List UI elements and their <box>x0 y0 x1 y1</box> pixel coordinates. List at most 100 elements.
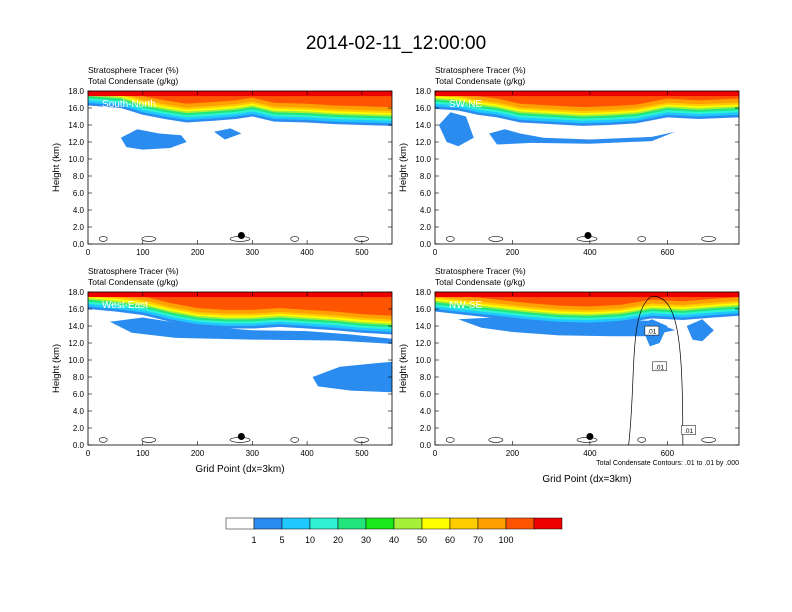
location-marker <box>237 433 245 440</box>
x-tick-label: 0 <box>433 248 438 257</box>
panel-label: South-North <box>102 99 156 110</box>
x-tick-label: 300 <box>246 248 260 257</box>
x-axis-label: Grid Point (dx=3km) <box>542 474 631 485</box>
colorbar-swatch <box>253 517 283 530</box>
panel-frame <box>87 291 393 446</box>
x-tick-label: 200 <box>506 248 520 257</box>
y-tick-label: 6.0 <box>73 390 85 399</box>
panel-subtitle-condensate: Total Condensate (g/kg) <box>88 277 178 287</box>
x-tick-label: 600 <box>661 248 675 257</box>
x-tick-label: 100 <box>136 248 150 257</box>
y-tick-label: 18.0 <box>415 288 431 297</box>
y-tick-label: 14.0 <box>415 121 431 130</box>
colorbar-label: 30 <box>361 535 371 545</box>
y-tick-label: 4.0 <box>420 407 432 416</box>
contour-label-2: .01 <box>652 361 667 371</box>
y-tick-label: 0.0 <box>420 441 432 450</box>
y-tick-label: 2.0 <box>73 424 85 433</box>
y-tick-label: 14.0 <box>68 121 84 130</box>
colorbar-label: 50 <box>417 535 427 545</box>
condensate-contour-5 <box>701 437 716 443</box>
y-tick-label: 8.0 <box>420 373 432 382</box>
x-tick-label: 200 <box>191 248 205 257</box>
tracer-band-9 <box>88 292 392 316</box>
colorbar-swatch <box>309 517 339 530</box>
colorbar-swatch <box>337 517 367 530</box>
y-axis-label: Height (km) <box>51 143 62 192</box>
contour-label-text: .01 <box>647 329 656 336</box>
y-tick-label: 16.0 <box>415 104 431 113</box>
colorbar-swatch <box>225 517 255 530</box>
tracer-patch-2 <box>312 361 392 393</box>
y-tick-label: 4.0 <box>73 407 85 416</box>
x-tick-label: 0 <box>86 248 91 257</box>
y-tick-label: 18.0 <box>68 87 84 96</box>
condensate-contour-5 <box>701 236 716 242</box>
colorbar-swatch <box>505 517 535 530</box>
x-tick-label: 400 <box>583 449 597 458</box>
y-tick-label: 6.0 <box>420 189 432 198</box>
x-tick-label: 400 <box>583 248 597 257</box>
x-tick-label: 500 <box>355 248 369 257</box>
y-tick-label: 12.0 <box>415 339 431 348</box>
panel-label: West-East <box>102 300 148 311</box>
x-tick-label: 400 <box>300 449 314 458</box>
panel-subtitle-tracer: Stratosphere Tracer (%) <box>88 266 179 276</box>
y-tick-label: 10.0 <box>68 356 84 365</box>
panel-label: SW-NE <box>449 99 482 110</box>
contour-label-3: .01 <box>681 425 696 435</box>
y-axis-label: Height (km) <box>398 143 409 192</box>
x-tick-label: 200 <box>191 449 205 458</box>
y-tick-label: 12.0 <box>68 339 84 348</box>
condensate-contour-2 <box>141 236 157 242</box>
y-tick-label: 16.0 <box>68 305 84 314</box>
colorbar-label: 100 <box>498 535 513 545</box>
panel-plot-area <box>88 292 392 443</box>
x-tick-label: 300 <box>246 449 260 458</box>
x-axis-label: Grid Point (dx=3km) <box>195 464 284 475</box>
tracer-patch-2 <box>489 129 676 145</box>
panel-subtitle-condensate: Total Condensate (g/kg) <box>88 76 178 86</box>
y-tick-label: 6.0 <box>420 390 432 399</box>
condensate-contour-column <box>628 295 684 445</box>
y-tick-label: 0.0 <box>73 240 85 249</box>
x-tick-label: 0 <box>433 449 438 458</box>
condensate-contour-4 <box>637 236 647 242</box>
y-tick-label: 14.0 <box>415 322 431 331</box>
tracer-patch-1 <box>120 129 187 150</box>
y-tick-label: 0.0 <box>420 240 432 249</box>
y-tick-label: 2.0 <box>73 223 85 232</box>
tracer-band-top <box>88 292 392 298</box>
tracer-band-top <box>435 91 739 97</box>
tracer-patch-1 <box>438 112 474 147</box>
condensate-contour-4 <box>637 437 647 443</box>
panel-frame <box>87 90 393 245</box>
condensate-contour-2 <box>488 437 504 443</box>
x-tick-label: 0 <box>86 449 91 458</box>
y-tick-label: 18.0 <box>415 87 431 96</box>
contour-label-1: .01 <box>644 325 660 336</box>
chart-panel-2: Stratosphere Tracer (%)Total Condensate … <box>398 65 740 257</box>
condensate-contour-1 <box>445 236 455 242</box>
panel-subtitle-tracer: Stratosphere Tracer (%) <box>88 65 179 75</box>
y-axis-label: Height (km) <box>398 344 409 393</box>
panel-plot-area <box>88 91 392 242</box>
y-tick-label: 10.0 <box>415 155 431 164</box>
y-tick-label: 0.0 <box>73 441 85 450</box>
panel-subtitle-tracer: Stratosphere Tracer (%) <box>435 65 526 75</box>
contour-label-text: .01 <box>684 428 693 435</box>
y-tick-label: 10.0 <box>415 356 431 365</box>
colorbar-swatch <box>533 517 563 530</box>
panel-plot-area <box>435 91 739 242</box>
y-tick-label: 14.0 <box>68 322 84 331</box>
x-tick-label: 400 <box>300 248 314 257</box>
colorbar-label: 1 <box>251 535 256 545</box>
page-title: 2014-02-11_12:00:00 <box>305 33 487 54</box>
x-tick-label: 500 <box>355 449 369 458</box>
y-tick-label: 12.0 <box>68 138 84 147</box>
condensate-contour-2 <box>141 437 157 443</box>
panel-subtitle-condensate: Total Condensate (g/kg) <box>435 76 525 86</box>
condensate-contour-4 <box>290 236 300 242</box>
y-tick-label: 8.0 <box>73 373 85 382</box>
